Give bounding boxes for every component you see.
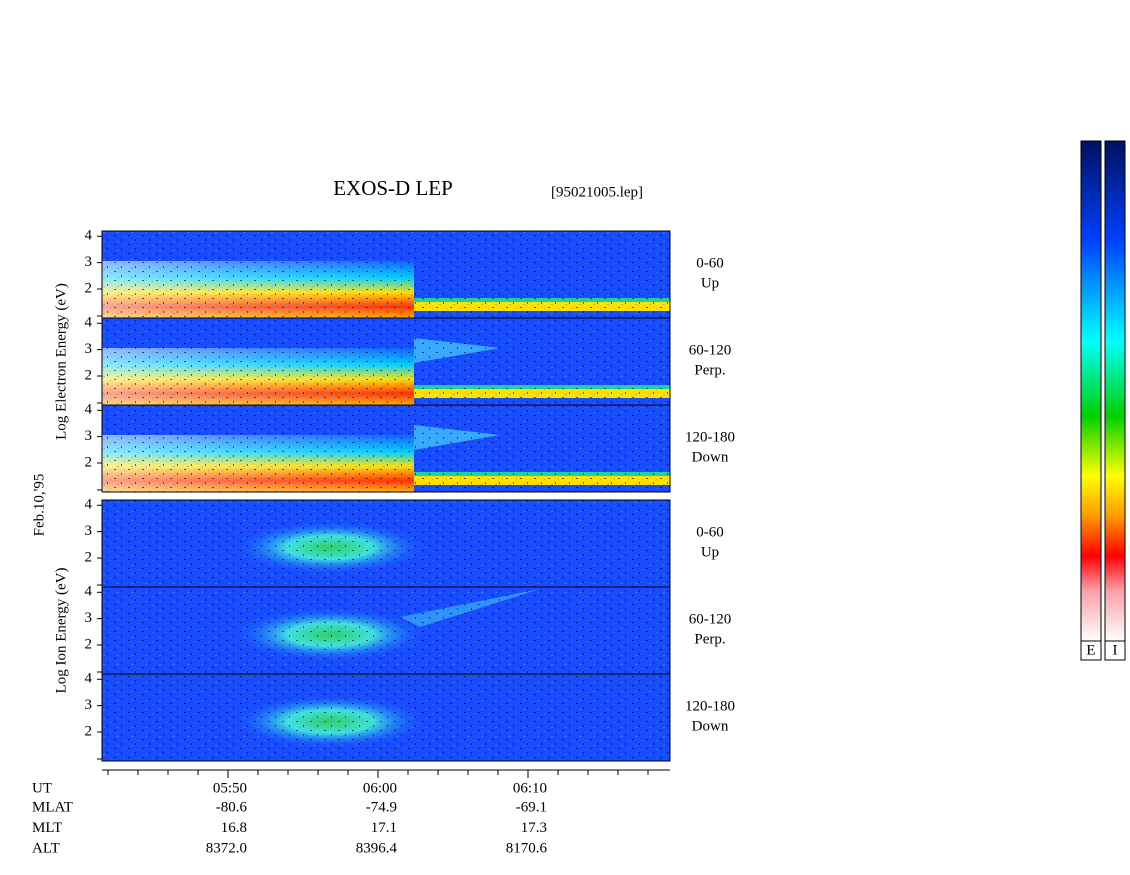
x-axis-label: UT bbox=[32, 780, 52, 796]
orbit-value: 8372.0 bbox=[206, 840, 247, 856]
channel-direction: Perp. bbox=[694, 631, 725, 647]
y-tick-label: 3 bbox=[85, 341, 93, 357]
channel-direction: Up bbox=[701, 544, 719, 560]
noise bbox=[102, 231, 670, 318]
color-bar-label: I bbox=[1113, 642, 1118, 658]
channel-label: 120-180 bbox=[685, 698, 735, 714]
y-tick-label: 4 bbox=[85, 671, 93, 687]
spectrogram-panel bbox=[101, 230, 671, 319]
orbit-value: 16.8 bbox=[221, 820, 247, 836]
noise bbox=[102, 318, 670, 405]
noise bbox=[102, 587, 670, 674]
color-bar-label-box bbox=[1104, 640, 1126, 661]
x-tick-label: 05:50 bbox=[213, 780, 247, 796]
y-tick-label: 4 bbox=[85, 497, 93, 513]
chart-title: EXOS-D LEP bbox=[333, 176, 453, 200]
y-tick-label: 4 bbox=[85, 228, 93, 244]
color-bar-label-box bbox=[1080, 640, 1102, 661]
channel-direction: Down bbox=[692, 718, 729, 734]
color-bar bbox=[1104, 140, 1126, 642]
y-tick-label: 4 bbox=[85, 584, 93, 600]
y-tick-label: 3 bbox=[85, 610, 93, 626]
noise bbox=[102, 405, 670, 492]
channel-label: 60-120 bbox=[689, 611, 732, 627]
spectrogram-panel bbox=[101, 317, 671, 406]
orbit-value: 8170.6 bbox=[506, 840, 548, 856]
x-tick-label: 06:00 bbox=[363, 780, 397, 796]
color-bar-label: E bbox=[1086, 642, 1095, 658]
y-tick-label: 2 bbox=[85, 636, 93, 652]
y-tick-label: 2 bbox=[85, 280, 93, 296]
spectrogram-panel bbox=[101, 673, 671, 762]
channel-label: 120-180 bbox=[685, 429, 735, 445]
y-axis-label: Log Electron Energy (eV) bbox=[53, 283, 69, 440]
y-tick-label: 2 bbox=[85, 367, 93, 383]
y-tick-label: 3 bbox=[85, 697, 93, 713]
orbit-value: 17.1 bbox=[371, 820, 397, 836]
y-axis-label: Log Ion Energy (eV) bbox=[53, 568, 69, 694]
channel-label: 0-60 bbox=[696, 255, 724, 271]
y-tick-label: 4 bbox=[85, 315, 93, 331]
orbit-value: -69.1 bbox=[516, 799, 547, 815]
y-tick-label: 2 bbox=[85, 723, 93, 739]
panel-frame bbox=[101, 673, 671, 762]
y-tick-label: 3 bbox=[85, 523, 93, 539]
channel-label: 0-60 bbox=[696, 524, 724, 540]
file-label: [95021005.lep] bbox=[551, 184, 643, 200]
y-tick-label: 3 bbox=[85, 254, 93, 270]
orbit-row-name: MLAT bbox=[32, 799, 73, 815]
orbit-value: 8396.4 bbox=[356, 840, 398, 856]
orbit-value: 17.3 bbox=[521, 820, 547, 836]
orbit-value: -80.6 bbox=[216, 799, 248, 815]
spectrogram-panel bbox=[101, 586, 671, 675]
noise bbox=[102, 674, 670, 761]
date-label: Feb.10,'95 bbox=[31, 474, 47, 537]
noise bbox=[102, 500, 670, 587]
channel-direction: Up bbox=[701, 275, 719, 291]
spectrogram-panel bbox=[101, 499, 671, 588]
panel-frame bbox=[101, 404, 671, 493]
y-tick-label: 2 bbox=[85, 549, 93, 565]
y-tick-label: 2 bbox=[85, 454, 93, 470]
orbit-value: -74.9 bbox=[366, 799, 397, 815]
orbit-row-name: ALT bbox=[32, 840, 60, 856]
orbit-row-name: MLT bbox=[32, 820, 62, 836]
y-tick-label: 3 bbox=[85, 428, 93, 444]
color-bar bbox=[1080, 140, 1102, 642]
channel-direction: Down bbox=[692, 449, 729, 465]
x-tick-label: 06:10 bbox=[513, 780, 547, 796]
channel-label: 60-120 bbox=[689, 342, 732, 358]
channel-direction: Perp. bbox=[694, 362, 725, 378]
y-tick-label: 4 bbox=[85, 402, 93, 418]
spectrogram-panel bbox=[101, 404, 671, 493]
